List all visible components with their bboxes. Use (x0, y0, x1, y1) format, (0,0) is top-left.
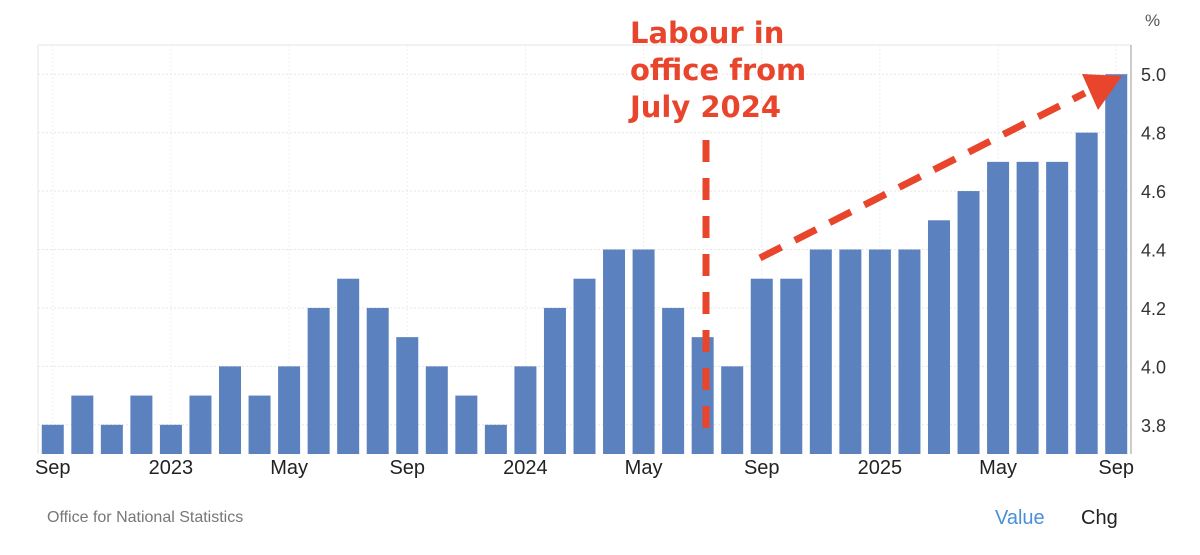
bar[interactable] (41, 424, 64, 454)
bar[interactable] (987, 161, 1010, 454)
bar[interactable] (337, 278, 360, 454)
bar[interactable] (691, 337, 714, 454)
axes: 3.8 4.0 4.2 4.4 4.6 4.8 5.0% Sep 2023 May Sep 2024 M… (35, 11, 1166, 479)
x-tick-label: Sep (389, 457, 425, 479)
bar[interactable] (100, 424, 123, 454)
bar[interactable] (750, 278, 773, 454)
x-tick-label: May (625, 457, 663, 479)
bar[interactable] (809, 249, 832, 455)
y-tick-label: 5.0 (1141, 65, 1166, 85)
bar[interactable] (1075, 132, 1098, 454)
bar[interactable] (484, 424, 507, 454)
y-tick-label: 4.0 (1141, 357, 1166, 377)
bar[interactable] (780, 278, 803, 454)
bar[interactable] (721, 366, 744, 454)
x-tick-label: 2023 (149, 457, 194, 479)
source-label: Office for National Statistics (47, 509, 244, 526)
bar[interactable] (1046, 161, 1069, 454)
bar[interactable] (1016, 161, 1039, 454)
bar[interactable] (898, 249, 921, 455)
y-tick-label: 4.2 (1141, 299, 1166, 319)
bar[interactable] (248, 395, 271, 454)
arrowhead-icon (1082, 74, 1122, 110)
x-tick-label: Sep (744, 457, 780, 479)
bar[interactable] (278, 366, 301, 454)
bar[interactable] (71, 395, 94, 454)
bar[interactable] (455, 395, 478, 454)
bar[interactable] (219, 366, 242, 454)
bar[interactable] (514, 366, 537, 454)
bar[interactable] (839, 249, 862, 455)
annotation-lines (702, 74, 1122, 440)
bar[interactable] (603, 249, 626, 455)
bar[interactable] (366, 307, 389, 454)
bar[interactable] (396, 337, 419, 454)
bar[interactable] (573, 278, 596, 454)
x-tick-label: May (270, 457, 308, 479)
bars (41, 74, 1128, 455)
x-tick-label: May (979, 457, 1017, 479)
bar[interactable] (189, 395, 212, 454)
bar[interactable] (957, 191, 980, 455)
x-tick-label: Sep (1098, 457, 1134, 479)
y-unit-label: % (1145, 11, 1160, 30)
annotation-label: Labour in office from July 2024 (630, 16, 807, 124)
bar[interactable] (868, 249, 891, 455)
bar[interactable] (543, 307, 566, 454)
bar[interactable] (1105, 74, 1128, 454)
y-tick-label: 4.4 (1141, 241, 1166, 261)
bar[interactable] (159, 424, 182, 454)
bar[interactable] (632, 249, 655, 455)
tab-value[interactable]: Value (995, 507, 1045, 529)
y-tick-label: 4.8 (1141, 124, 1166, 144)
x-tick-label: 2025 (858, 457, 903, 479)
bar[interactable] (662, 307, 685, 454)
y-tick-label: 3.8 (1141, 416, 1166, 436)
bar[interactable] (927, 220, 950, 454)
bar[interactable] (425, 366, 448, 454)
x-tick-label: 2024 (503, 457, 548, 479)
tab-chg[interactable]: Chg (1081, 507, 1118, 529)
y-tick-label: 4.6 (1141, 182, 1166, 202)
bar[interactable] (307, 307, 330, 454)
x-tick-label: Sep (35, 457, 71, 479)
annotation-trend-arrow-line (758, 89, 1087, 262)
bar[interactable] (130, 395, 153, 454)
